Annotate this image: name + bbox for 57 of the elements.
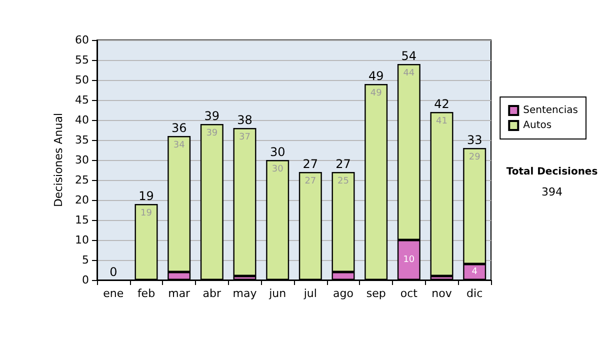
total-label: 30	[270, 145, 286, 159]
total-label: 42	[434, 97, 450, 111]
total-label: 27	[336, 157, 351, 171]
x-tick-label: oct	[400, 287, 418, 300]
total-label: 54	[401, 49, 417, 63]
y-tick-label: 60	[75, 34, 89, 46]
text: Total Decisiones	[506, 166, 598, 178]
y-tick-label: 20	[75, 194, 89, 206]
total-label: 0	[110, 265, 118, 279]
total-label: 39	[204, 109, 220, 123]
x-tick-label: mar	[168, 287, 191, 300]
data-label: 49	[370, 88, 382, 98]
data-label: 34	[173, 140, 186, 150]
x-tick-label: may	[232, 287, 258, 300]
total-label: 27	[302, 157, 318, 171]
x-tick-label: ago	[333, 287, 354, 300]
legend-label: Sentencias	[523, 105, 578, 116]
x-tick-label: feb	[137, 287, 156, 300]
bar	[430, 112, 454, 276]
data-label: 29	[468, 152, 481, 162]
y-tick-label: 15	[75, 214, 89, 226]
data-label: 30	[272, 164, 284, 174]
text: 394	[542, 186, 562, 198]
y-axis-title: Decisiones Anual	[52, 112, 66, 208]
x-tick-label: abr	[202, 287, 222, 300]
data-label: 44	[403, 68, 415, 78]
total-label: 49	[368, 69, 384, 83]
x-tick-label: jun	[268, 287, 286, 300]
total-label: 19	[138, 189, 154, 203]
y-tick-label: 40	[75, 114, 89, 126]
x-tick-label: nov	[432, 287, 452, 300]
y-tick-label: 30	[75, 154, 89, 166]
y-tick-label: 50	[75, 74, 89, 86]
total-label: 33	[466, 133, 482, 147]
data-label: 19	[140, 208, 152, 218]
data-label: 41	[436, 116, 448, 126]
y-tick-label: 25	[75, 174, 89, 186]
x-tick-label: sep	[366, 287, 386, 300]
x-tick-label: dic	[466, 287, 483, 300]
x-tick-label: jul	[302, 287, 317, 300]
y-tick-label: 35	[75, 134, 89, 146]
data-label: 27	[304, 176, 316, 186]
y-tick-label: 5	[82, 254, 89, 266]
total-label: 38	[237, 113, 252, 127]
y-tick-label: 10	[75, 234, 89, 246]
y-tick-label: 45	[75, 94, 89, 106]
total-label: 36	[171, 121, 187, 135]
data-label: 10	[403, 255, 415, 265]
data-label: 39	[206, 128, 218, 138]
x-tick-label: ene	[103, 287, 124, 300]
bar	[233, 128, 256, 276]
data-label: 25	[338, 176, 349, 186]
legend-label: Autos	[523, 120, 552, 131]
data-label: 37	[239, 132, 250, 142]
y-tick-label: 0	[82, 274, 89, 286]
data-label: 4	[472, 267, 478, 277]
y-tick-label: 55	[75, 54, 89, 66]
